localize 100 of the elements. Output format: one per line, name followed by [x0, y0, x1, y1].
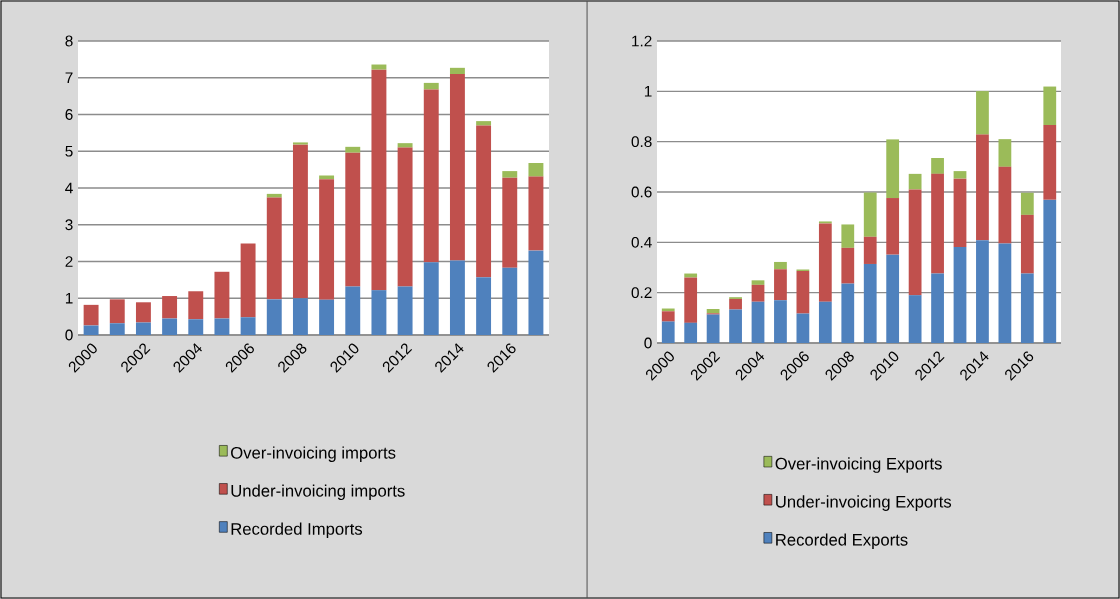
bar	[266, 193, 282, 198]
bar	[931, 273, 944, 343]
bar	[240, 317, 256, 335]
bar	[751, 301, 765, 343]
bar	[661, 311, 675, 322]
bar	[188, 291, 204, 320]
y-tick-label: 1	[644, 86, 652, 97]
y-tick-label: 0	[65, 329, 73, 341]
bar	[1043, 86, 1057, 126]
bar	[135, 302, 151, 323]
bar	[684, 273, 698, 278]
bar	[998, 166, 1012, 244]
y-tick-label: 6	[65, 109, 73, 120]
bar	[908, 295, 922, 343]
bar	[886, 139, 900, 199]
bar	[345, 286, 361, 335]
bar	[371, 69, 387, 291]
bar	[1020, 214, 1034, 274]
bar	[528, 176, 544, 251]
bar	[796, 313, 810, 343]
bar	[397, 143, 413, 148]
bar	[706, 314, 720, 343]
bar	[423, 82, 439, 90]
y-tick-label: 2	[65, 256, 73, 267]
bar	[423, 89, 439, 263]
y-tick-label: 0.6	[631, 186, 652, 198]
bar	[109, 299, 125, 324]
bar	[908, 189, 922, 296]
bar	[397, 147, 413, 287]
bar	[292, 298, 308, 335]
bar	[345, 146, 361, 153]
bar	[976, 134, 989, 241]
bar	[706, 309, 720, 314]
bar	[1043, 125, 1057, 200]
bar	[319, 179, 335, 300]
bar	[240, 243, 256, 318]
bar	[83, 304, 99, 326]
y-tick-label: 4	[65, 182, 73, 194]
bar	[863, 263, 877, 343]
bar	[188, 319, 204, 335]
y-tick-label: 1.2	[632, 35, 652, 47]
bar	[397, 286, 413, 335]
y-tick-label: 0.2	[631, 287, 652, 299]
bar	[841, 247, 855, 284]
bar	[528, 250, 544, 335]
bar	[109, 323, 125, 335]
bar	[998, 139, 1012, 167]
bar	[319, 175, 335, 180]
bar	[841, 224, 855, 248]
bar	[423, 262, 439, 335]
bar	[266, 299, 282, 335]
bar	[83, 325, 99, 335]
bar	[162, 296, 178, 319]
y-tick-label: 5	[65, 145, 73, 157]
bar	[1043, 199, 1057, 343]
y-tick-label: 0.8	[631, 136, 652, 148]
bar	[371, 64, 387, 70]
bar	[214, 271, 230, 319]
bar	[449, 67, 465, 75]
bar	[774, 261, 787, 270]
bar	[908, 173, 922, 190]
bar	[818, 301, 832, 343]
bar	[729, 298, 742, 310]
bar	[502, 177, 518, 268]
bar	[796, 271, 810, 314]
y-tick-label: 0	[644, 337, 652, 349]
bar	[162, 318, 178, 335]
bar	[1020, 192, 1034, 215]
legend-label: Under-invoicing imports	[231, 484, 405, 501]
bar	[976, 91, 989, 135]
bar	[953, 247, 967, 343]
legend-label: Under-invoicing Exports	[776, 495, 952, 511]
bar	[953, 171, 967, 179]
bar	[886, 254, 900, 343]
bar	[135, 322, 151, 335]
bar	[214, 318, 230, 335]
y-tick-label: 0.4	[631, 236, 652, 248]
bar	[931, 173, 944, 274]
bar	[684, 322, 698, 343]
bar	[661, 321, 675, 343]
bar	[345, 152, 361, 287]
bar	[1020, 273, 1034, 343]
bar	[266, 197, 282, 300]
bar	[953, 178, 967, 248]
bar	[371, 290, 387, 335]
y-tick-label: 8	[65, 35, 73, 47]
bar	[818, 221, 832, 224]
legend-label: Over-invoicing Exports	[775, 457, 942, 473]
bar	[998, 243, 1012, 343]
bar	[502, 171, 518, 178]
bar	[976, 240, 989, 343]
bar	[528, 163, 544, 177]
bar	[931, 158, 944, 174]
bar	[502, 267, 518, 335]
legend-label: Over-invoicing imports	[231, 446, 396, 462]
bar	[818, 223, 832, 302]
y-tick-label: 1	[65, 292, 73, 304]
bar	[774, 269, 787, 301]
bar	[292, 144, 308, 299]
bar	[476, 277, 492, 335]
